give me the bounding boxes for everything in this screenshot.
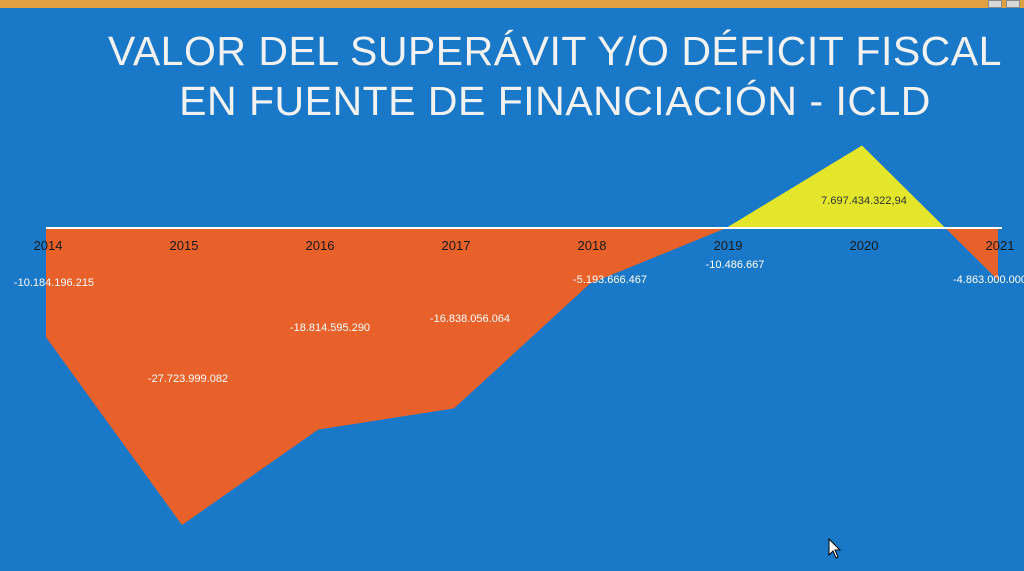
data-label: -10.486.667 — [706, 259, 765, 271]
mouse-pointer-icon — [828, 538, 842, 559]
chart-title: VALOR DEL SUPERÁVIT Y/O DÉFICIT FISCAL E… — [108, 28, 1002, 124]
x-tick-label: 2021 — [986, 238, 1015, 253]
data-label: -18.814.595.290 — [290, 322, 370, 334]
window-controls — [988, 0, 1020, 8]
data-label: -16.838.056.064 — [430, 313, 510, 325]
deficit-area — [46, 228, 998, 526]
data-label: -27.723.999.082 — [148, 373, 228, 385]
window-button-icon[interactable] — [988, 0, 1002, 8]
x-tick-label: 2015 — [170, 238, 199, 253]
data-label: -4.863.000.000 — [953, 274, 1024, 286]
x-tick-label: 2014 — [34, 238, 63, 253]
window-button-icon[interactable] — [1006, 0, 1020, 8]
data-label: 7.697.434.322,94 — [821, 195, 907, 207]
x-tick-label: 2020 — [850, 238, 879, 253]
surplus-area — [46, 145, 998, 228]
data-label: -5.193.666.467 — [573, 274, 647, 286]
data-label: -10.184.196.215 — [14, 277, 94, 289]
x-tick-label: 2017 — [442, 238, 471, 253]
x-tick-label: 2019 — [714, 238, 743, 253]
x-tick-label: 2016 — [306, 238, 335, 253]
x-tick-label: 2018 — [578, 238, 607, 253]
top-toolbar-strip — [0, 0, 1024, 8]
